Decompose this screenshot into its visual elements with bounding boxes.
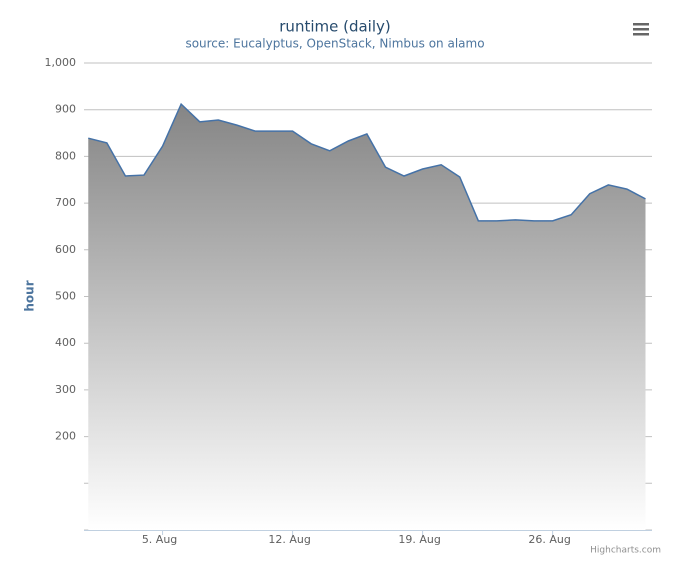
menu-button[interactable] <box>626 16 656 42</box>
menu-icon-bar <box>633 33 649 36</box>
y-tick-label: 400 <box>55 336 76 349</box>
y-tick-label: 1,000 <box>45 56 77 69</box>
y-tick-label: 300 <box>55 383 76 396</box>
menu-icon-bar <box>633 28 649 31</box>
y-tick-label: 500 <box>55 290 76 303</box>
y-tick-label: 900 <box>55 103 76 116</box>
x-tick-label: 19. Aug <box>398 533 440 546</box>
y-tick-label: 800 <box>55 149 76 162</box>
credits[interactable]: Highcharts.com <box>590 546 661 556</box>
x-tick-label: 5. Aug <box>142 533 177 546</box>
x-tick-label: 12. Aug <box>268 533 310 546</box>
y-tick-label: 700 <box>55 196 76 209</box>
area-fill <box>88 104 646 530</box>
x-tick-label: 26. Aug <box>528 533 570 546</box>
y-axis-title: hour <box>23 280 37 311</box>
chart-title: runtime (daily) <box>279 18 390 36</box>
menu-icon-bar <box>633 23 649 26</box>
area-line <box>88 102 646 222</box>
chart-subtitle: source: Eucalyptus, OpenStack, Nimbus on… <box>185 37 484 51</box>
y-tick-label: 200 <box>55 430 76 443</box>
y-tick-label: 600 <box>55 243 76 256</box>
